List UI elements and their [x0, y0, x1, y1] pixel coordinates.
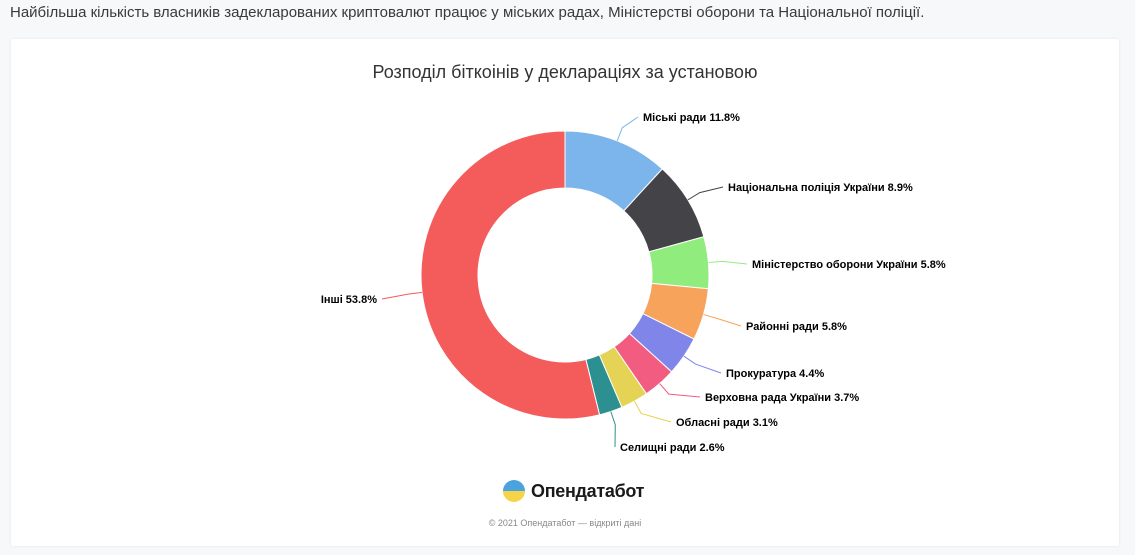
connector-3	[703, 314, 742, 327]
chart-slices	[420, 130, 710, 420]
label-connectors	[381, 116, 748, 448]
connector-7	[610, 411, 616, 448]
donut-chart: Розподіл біткоінів у деклараціях за уста…	[321, 62, 946, 454]
connector-6	[633, 400, 672, 423]
slice-label-8: Інші 53.8%	[321, 294, 377, 306]
page-headline: Найбільша кількість власників задекларов…	[10, 4, 925, 21]
slice-label-1: Національна поліція України 8.9%	[728, 182, 913, 194]
slice-label-5: Верховна рада України 3.7%	[705, 392, 859, 404]
slice-label-0: Міські ради 11.8%	[643, 112, 740, 124]
slice-label-7: Селищні ради 2.6%	[620, 442, 725, 454]
connector-0	[616, 116, 639, 141]
chart-labels: Міські ради 11.8% Національна поліція Укр…	[321, 112, 946, 454]
opendatabot-logo-icon	[503, 480, 525, 502]
logo-text: Опендатабот	[531, 480, 645, 501]
slice-label-4: Прокуратура 4.4%	[726, 368, 824, 380]
connector-1	[687, 186, 724, 201]
connector-8	[381, 291, 423, 300]
chart-title: Розподіл біткоінів у деклараціях за уста…	[373, 62, 758, 82]
chart-card: Розподіл біткоінів у деклараціях за уста…	[11, 39, 1119, 546]
chart-credits[interactable]: © 2021 Опендатабот — відкриті дані	[488, 518, 642, 528]
slice-8[interactable]	[420, 130, 601, 420]
connector-2	[708, 260, 748, 265]
opendatabot-logo[interactable]: Опендатабот	[503, 476, 645, 506]
connector-4	[683, 355, 722, 374]
connector-5	[659, 383, 701, 398]
slice-label-6: Обласні ради 3.1%	[676, 417, 778, 429]
slice-label-3: Районні ради 5.8%	[746, 321, 847, 333]
slice-label-2: Міністерство оборони України 5.8%	[752, 259, 946, 271]
